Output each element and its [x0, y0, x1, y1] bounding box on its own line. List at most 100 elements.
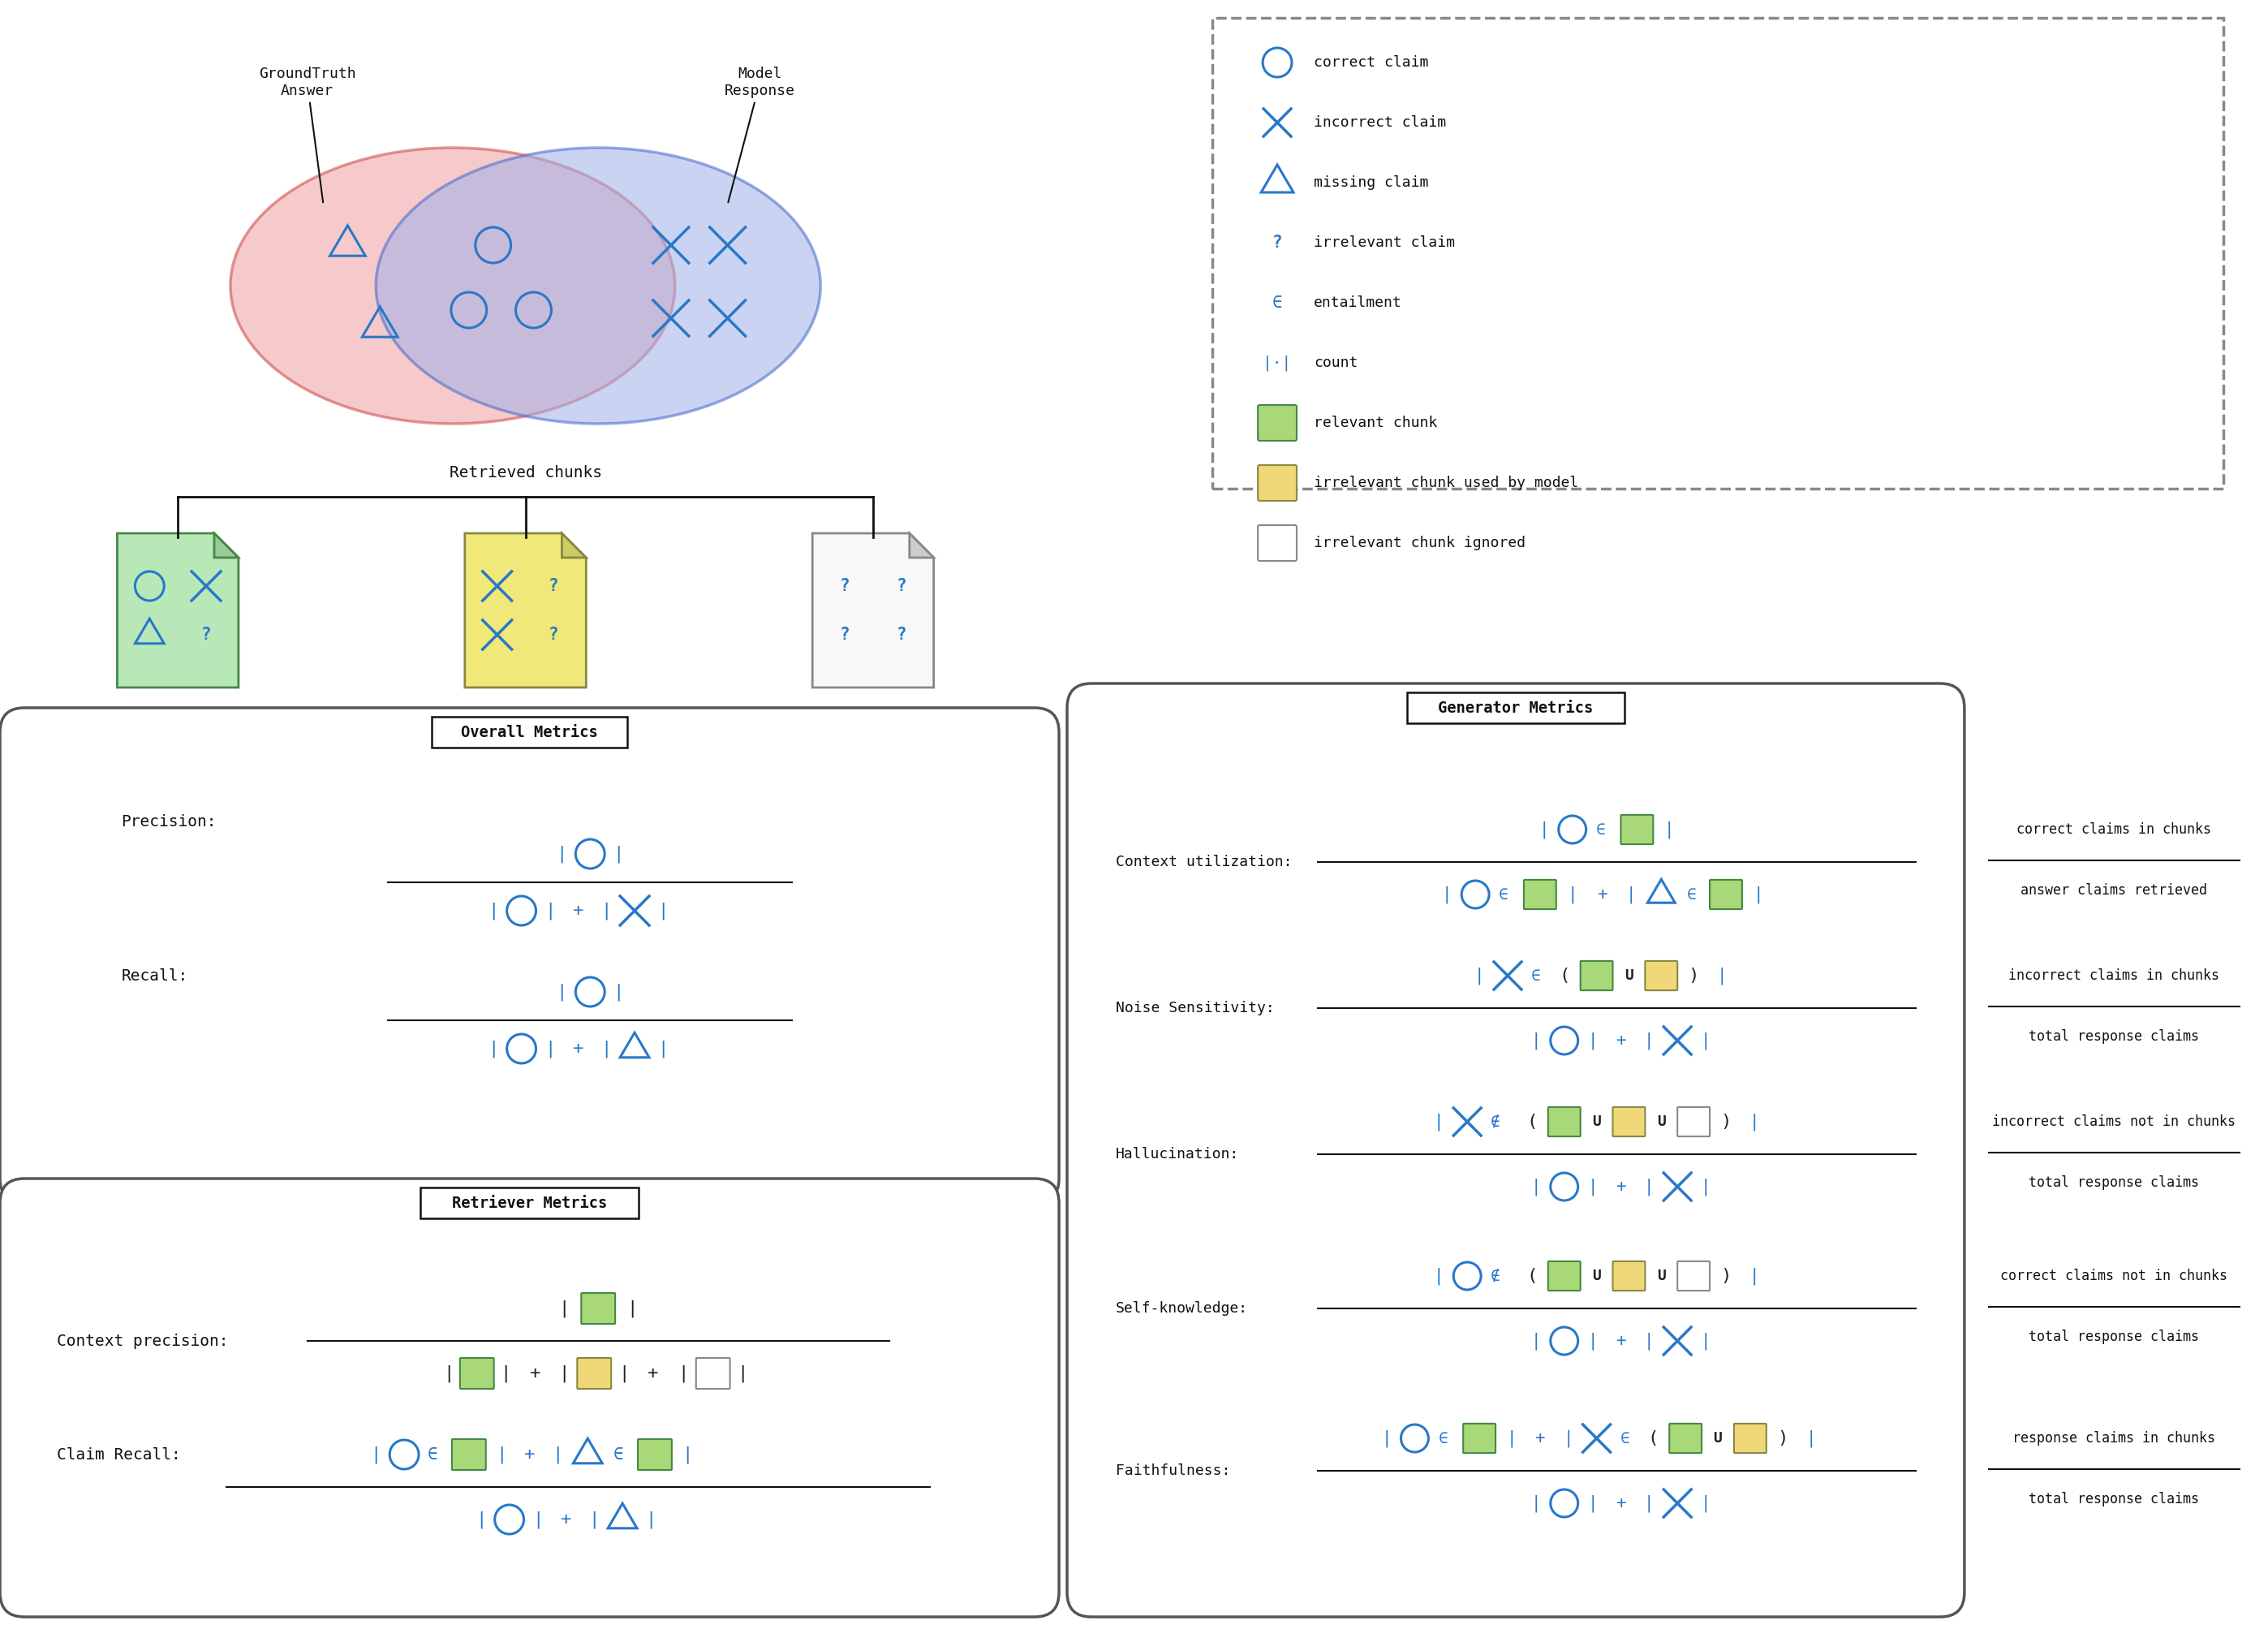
Text: +: +: [1615, 1332, 1626, 1349]
Text: entailment: entailment: [1313, 296, 1402, 310]
FancyBboxPatch shape: [420, 1188, 637, 1219]
Text: Overall Metrics: Overall Metrics: [460, 725, 599, 739]
FancyBboxPatch shape: [1678, 1261, 1710, 1290]
Text: ): ): [1721, 1113, 1730, 1129]
Text: |: |: [1588, 1495, 1597, 1511]
Text: Generator Metrics: Generator Metrics: [1438, 700, 1594, 715]
Text: |: |: [1805, 1430, 1817, 1446]
Text: +: +: [560, 1511, 572, 1528]
Text: total response claims: total response claims: [2030, 1329, 2200, 1344]
Text: Precision:: Precision:: [120, 814, 218, 829]
Text: U: U: [1712, 1432, 1721, 1446]
Text: Retrieved chunks: Retrieved chunks: [449, 465, 601, 479]
Text: ?: ?: [549, 627, 558, 644]
Text: ): ): [1778, 1430, 1787, 1446]
Text: |: |: [737, 1365, 748, 1383]
Text: correct claims not in chunks: correct claims not in chunks: [2000, 1269, 2227, 1284]
FancyBboxPatch shape: [0, 1178, 1059, 1617]
FancyBboxPatch shape: [1678, 1107, 1710, 1136]
Text: |: |: [1433, 1113, 1445, 1131]
Text: |: |: [1588, 1032, 1597, 1050]
Text: +: +: [1615, 1178, 1626, 1194]
Text: +: +: [1597, 886, 1608, 902]
FancyBboxPatch shape: [1524, 879, 1556, 908]
Text: |: |: [1626, 886, 1637, 904]
Text: ∈: ∈: [426, 1446, 438, 1462]
Polygon shape: [812, 533, 934, 687]
FancyBboxPatch shape: [1549, 1261, 1581, 1290]
Text: (: (: [1649, 1430, 1658, 1446]
Text: Claim Recall:: Claim Recall:: [57, 1446, 181, 1462]
FancyBboxPatch shape: [1581, 960, 1613, 990]
Text: incorrect claims not in chunks: incorrect claims not in chunks: [1991, 1115, 2236, 1129]
Text: |·|: |·|: [1263, 354, 1290, 370]
Text: Context precision:: Context precision:: [57, 1332, 229, 1349]
Text: (: (: [1526, 1113, 1538, 1129]
Text: |: |: [1749, 1268, 1760, 1285]
Text: missing claim: missing claim: [1313, 176, 1429, 190]
Text: U: U: [1592, 1115, 1601, 1129]
FancyBboxPatch shape: [0, 708, 1059, 1202]
Text: |: |: [590, 1511, 599, 1528]
Text: U: U: [1658, 1115, 1665, 1129]
Text: relevant chunk: relevant chunk: [1313, 416, 1438, 431]
Text: +: +: [524, 1446, 535, 1462]
Text: count: count: [1313, 356, 1359, 370]
Text: irrelevant chunk ignored: irrelevant chunk ignored: [1313, 536, 1526, 551]
Ellipse shape: [376, 148, 821, 424]
FancyBboxPatch shape: [696, 1358, 730, 1389]
Text: +: +: [649, 1365, 658, 1381]
Polygon shape: [465, 533, 585, 687]
Text: ?: ?: [549, 578, 558, 595]
FancyBboxPatch shape: [637, 1440, 671, 1471]
Text: |: |: [1567, 886, 1579, 904]
Text: incorrect claim: incorrect claim: [1313, 115, 1447, 130]
Text: |: |: [1563, 1430, 1574, 1446]
Text: |: |: [1644, 1032, 1653, 1050]
Text: total response claims: total response claims: [2030, 1175, 2200, 1190]
Text: |: |: [619, 1365, 631, 1383]
Text: |: |: [1531, 1332, 1540, 1350]
Text: U: U: [1592, 1269, 1601, 1284]
Text: |: |: [1644, 1332, 1653, 1350]
Text: +: +: [572, 1040, 583, 1056]
FancyBboxPatch shape: [1613, 1107, 1644, 1136]
FancyBboxPatch shape: [576, 1358, 610, 1389]
Text: ?: ?: [202, 627, 211, 644]
Text: |: |: [1701, 1495, 1710, 1511]
Text: |: |: [370, 1446, 381, 1462]
Text: |: |: [1701, 1178, 1710, 1196]
Text: U: U: [1658, 1269, 1665, 1284]
Text: Hallucination:: Hallucination:: [1116, 1147, 1238, 1162]
Text: (: (: [1558, 967, 1569, 983]
Text: ∈: ∈: [612, 1446, 624, 1462]
Polygon shape: [909, 533, 934, 557]
Text: |: |: [533, 1511, 542, 1528]
Text: ?: ?: [1272, 234, 1281, 250]
Text: ∈: ∈: [1499, 887, 1508, 902]
Text: |: |: [1433, 1268, 1445, 1285]
Text: Self-knowledge:: Self-knowledge:: [1116, 1302, 1247, 1316]
Text: total response claims: total response claims: [2030, 1029, 2200, 1043]
Text: |: |: [544, 1040, 556, 1058]
Text: |: |: [658, 1040, 669, 1058]
FancyBboxPatch shape: [1735, 1424, 1767, 1453]
FancyBboxPatch shape: [1710, 879, 1742, 908]
Text: |: |: [1531, 1032, 1540, 1050]
Text: |: |: [683, 1446, 692, 1462]
Text: total response claims: total response claims: [2030, 1492, 2200, 1506]
Text: |: |: [1381, 1430, 1393, 1446]
Text: |: |: [601, 902, 612, 920]
Text: correct claim: correct claim: [1313, 55, 1429, 70]
Text: |: |: [1531, 1495, 1540, 1511]
Text: Context utilization:: Context utilization:: [1116, 855, 1293, 869]
FancyBboxPatch shape: [1549, 1107, 1581, 1136]
Ellipse shape: [231, 148, 676, 424]
Text: response claims in chunks: response claims in chunks: [2012, 1432, 2216, 1446]
Text: |: |: [1506, 1430, 1517, 1446]
FancyBboxPatch shape: [1259, 465, 1297, 500]
Text: ): ): [1721, 1268, 1730, 1284]
Polygon shape: [562, 533, 585, 557]
Polygon shape: [118, 533, 238, 687]
FancyBboxPatch shape: [1259, 405, 1297, 440]
